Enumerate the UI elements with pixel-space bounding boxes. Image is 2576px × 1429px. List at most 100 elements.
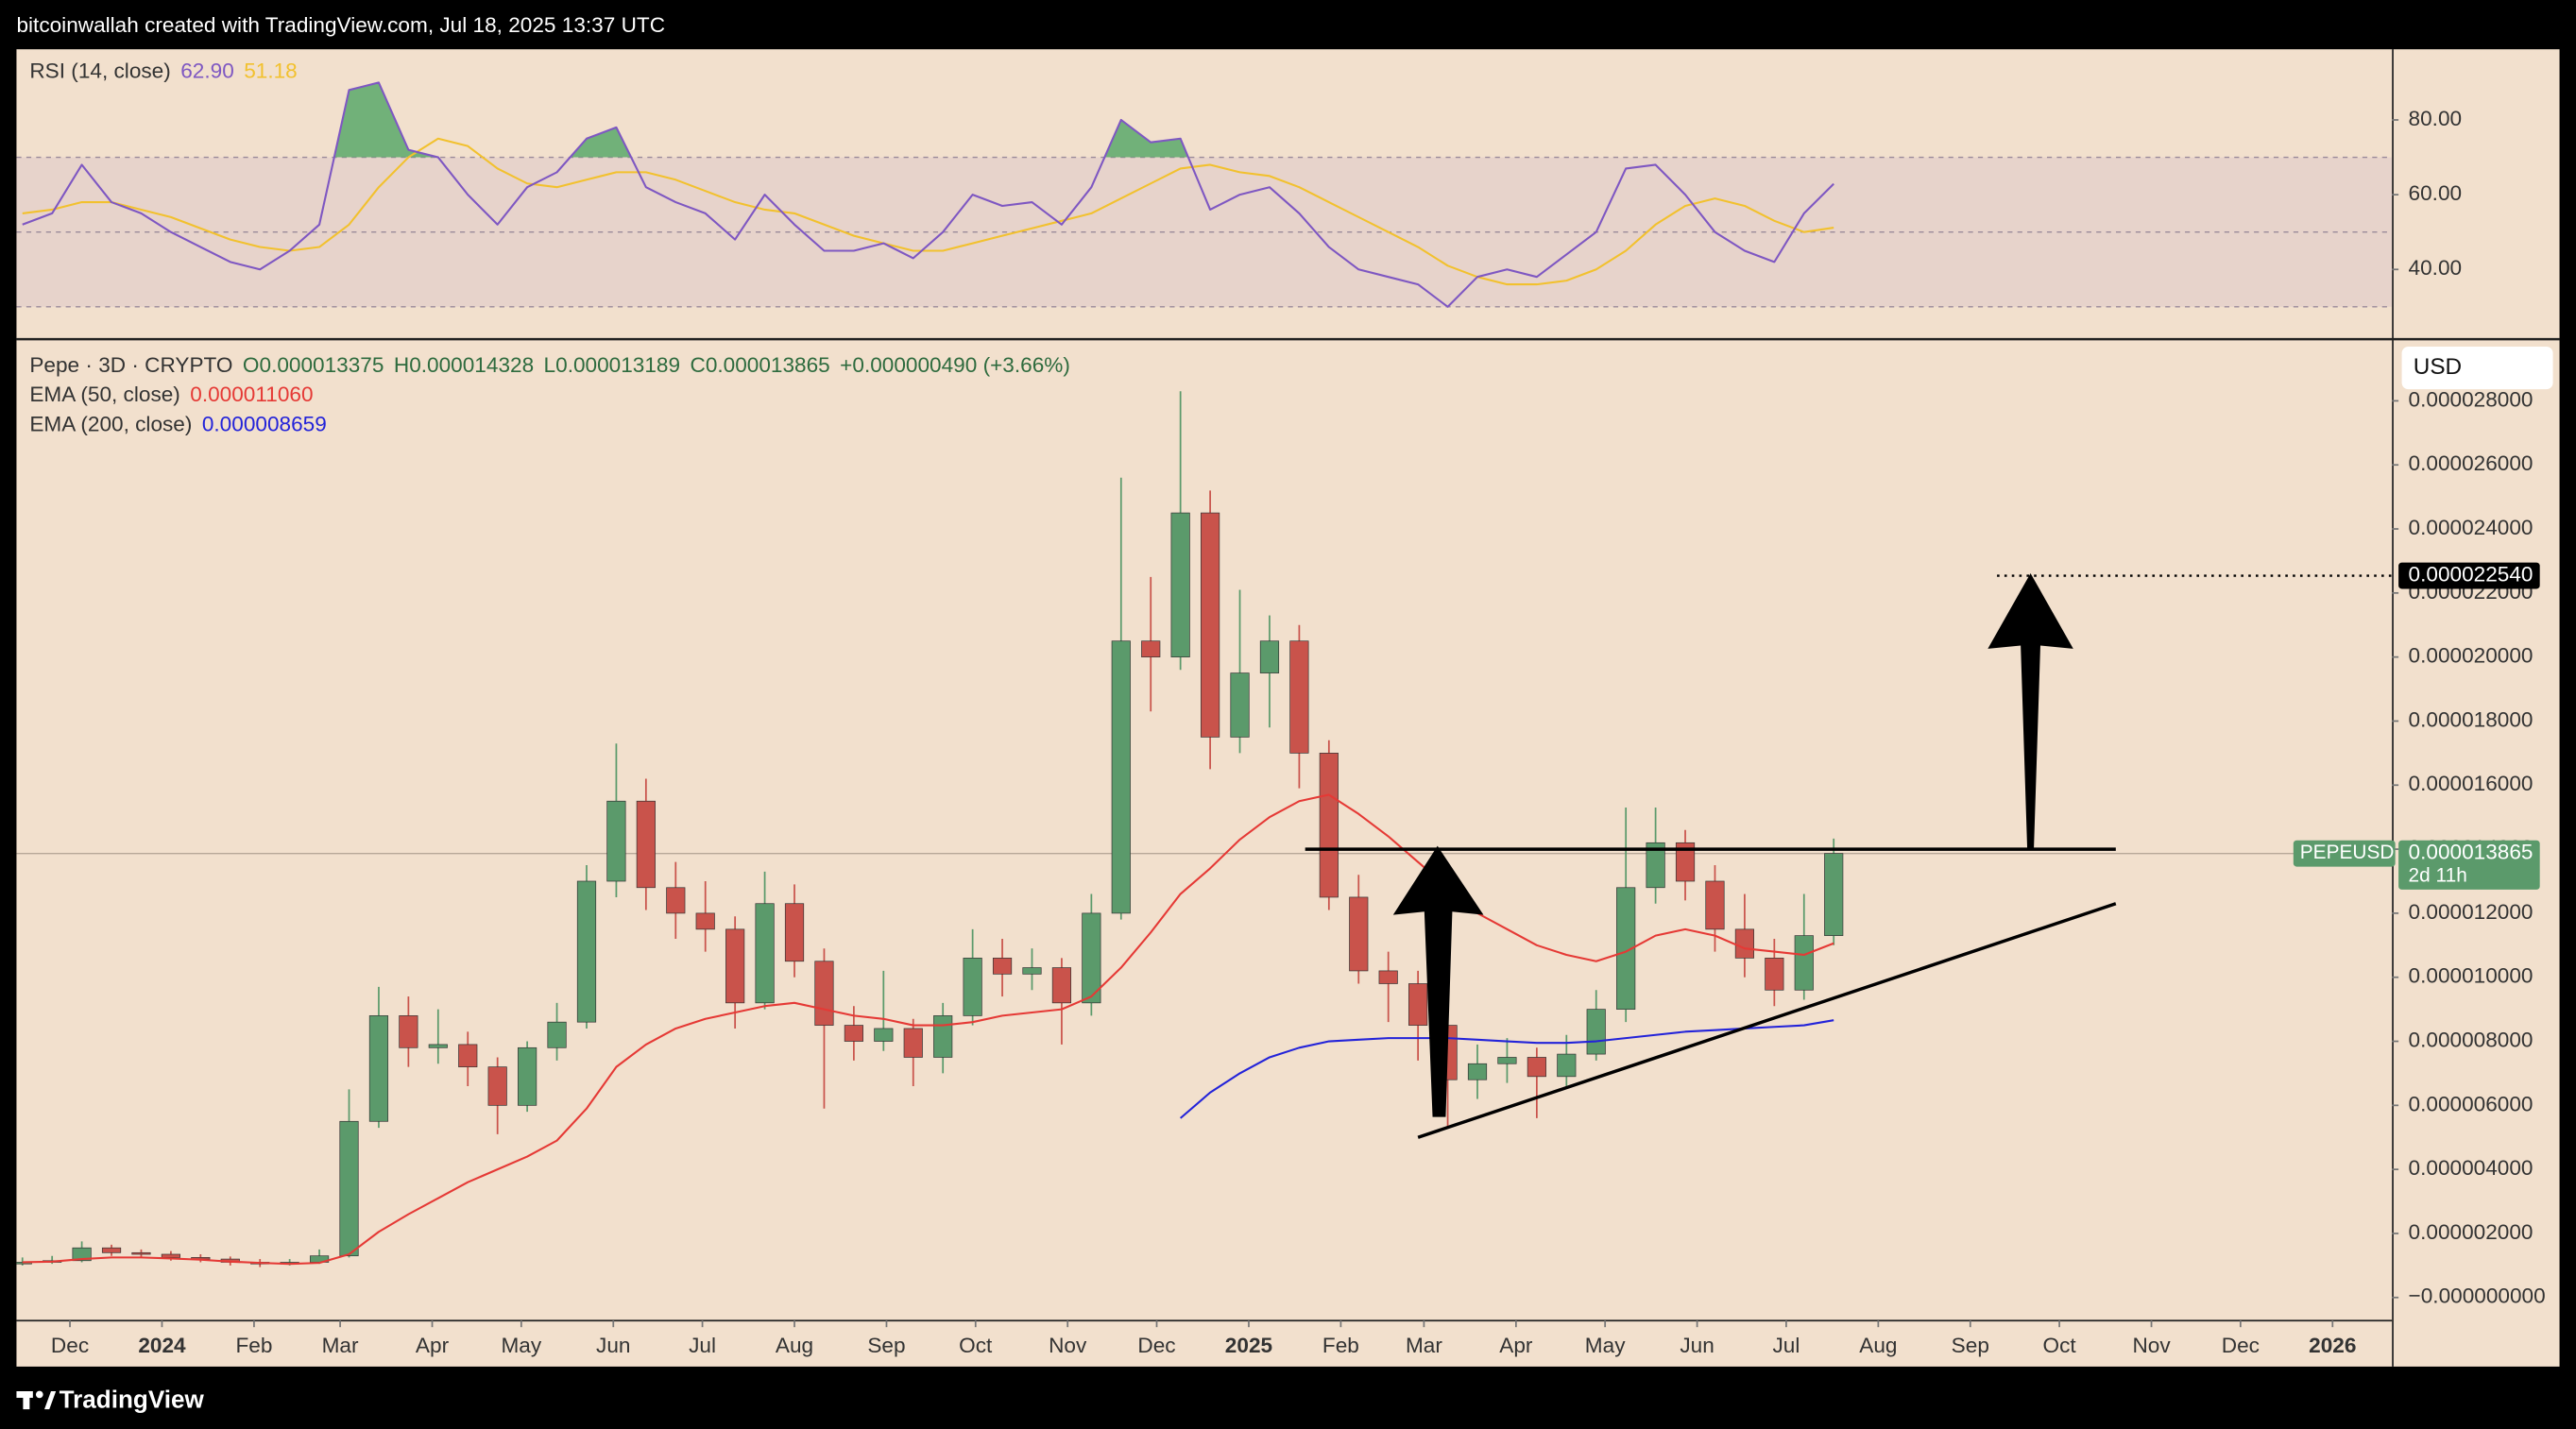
- rsi-ma-line: [22, 137, 1834, 286]
- candle-body: [1765, 958, 1784, 991]
- candle-body: [547, 1021, 567, 1048]
- candle-body: [666, 887, 686, 914]
- y-tick-label: 80.00: [2409, 107, 2463, 130]
- candle-body: [1170, 512, 1190, 658]
- candle-body: [368, 1015, 389, 1122]
- rsi-overbought-fill: [22, 82, 1834, 158]
- candle-body: [606, 800, 626, 882]
- x-tick-label: Jun: [1680, 1334, 1714, 1357]
- axes: Dec 2024 Feb Mar Apr May Jun Jul Aug Sep Oct Nov Dec…: [51, 107, 2553, 1357]
- arrow-up: [1392, 845, 1484, 1117]
- y-tick-label: 0.000026000: [2409, 451, 2533, 475]
- x-tick-label: May: [501, 1334, 541, 1357]
- arrow-up: [1987, 572, 2073, 850]
- trend-line: [1417, 902, 2117, 1139]
- y-tick-label: 0.000010000: [2409, 964, 2533, 988]
- brand-logo: [16, 1390, 57, 1410]
- rsi-value: 62.90: [180, 59, 234, 82]
- candle-body: [695, 912, 715, 930]
- candle-body: [814, 961, 834, 1026]
- candle-body: [725, 928, 745, 1004]
- ohlc-value: C0.000013865: [691, 353, 830, 377]
- candle-body: [784, 903, 805, 962]
- candle-body: [1557, 1053, 1577, 1078]
- candle-body: [1141, 640, 1161, 658]
- candle-body: [1824, 853, 1844, 936]
- candle-body: [844, 1025, 863, 1042]
- candle-body: [1705, 880, 1725, 930]
- attribution: bitcoinwallah created with TradingView.c…: [16, 13, 665, 37]
- y-tick-label: 0.000028000: [2409, 387, 2533, 411]
- x-tick-label: Jul: [1772, 1334, 1800, 1357]
- x-tick-label: 2025: [1225, 1334, 1272, 1357]
- x-tick-label: Dec: [1137, 1334, 1175, 1357]
- symbol-label: PEPEUSD: [2300, 842, 2395, 863]
- x-tick-label: Nov: [2132, 1334, 2171, 1357]
- candle-body: [963, 958, 982, 1016]
- ema-line: [1179, 1019, 1834, 1119]
- legend-entry: EMA (200, close): [29, 412, 192, 435]
- price-label: 0.000013865: [2409, 841, 2533, 864]
- x-tick-label: Sep: [1952, 1334, 1989, 1357]
- y-tick-label: 0.000020000: [2409, 644, 2533, 668]
- candle-body: [933, 1015, 953, 1058]
- x-tick-label: 2026: [2309, 1334, 2356, 1357]
- ohlc-value: O0.000013375: [243, 353, 384, 377]
- candle-body: [1408, 983, 1428, 1026]
- currency-box: [2401, 346, 2553, 390]
- x-tick-label: Apr: [416, 1334, 450, 1357]
- candle-body: [1289, 640, 1309, 754]
- candle-body: [1349, 896, 1369, 972]
- legend-entry: EMA (50, close): [29, 383, 179, 406]
- candle-body: [487, 1066, 507, 1106]
- y-tick-label: 60.00: [2409, 181, 2463, 205]
- candle-body: [101, 1247, 122, 1253]
- x-tick-label: Jul: [689, 1334, 716, 1357]
- x-tick-label: Jun: [596, 1334, 630, 1357]
- candle-body: [161, 1253, 181, 1258]
- candle-body: [1201, 512, 1220, 738]
- brand: TradingView: [60, 1385, 205, 1413]
- x-tick-label: Feb: [1322, 1334, 1359, 1357]
- candle-body: [458, 1044, 478, 1067]
- symbol-title: Pepe · 3D · CRYPTO: [29, 353, 232, 377]
- countdown-label: 2d 11h: [2409, 865, 2467, 887]
- legend-value: 0.000008659: [202, 412, 327, 435]
- x-tick-label: Aug: [776, 1334, 813, 1357]
- candle-body: [1527, 1057, 1546, 1078]
- x-tick-label: Oct: [959, 1334, 993, 1357]
- candle-body: [1319, 753, 1339, 898]
- candle-body: [1230, 672, 1250, 738]
- y-tick-label: 0.000006000: [2409, 1092, 2533, 1115]
- x-tick-label: Dec: [51, 1334, 89, 1357]
- x-tick-label: Oct: [2043, 1334, 2077, 1357]
- legends: RSI (14, close) 62.90 51.18 Pepe · 3D · CRY…: [29, 59, 1070, 435]
- x-tick-label: Aug: [1859, 1334, 1897, 1357]
- x-tick-label: Mar: [322, 1334, 359, 1357]
- candle-body: [1616, 887, 1636, 1010]
- candle-body: [428, 1044, 448, 1048]
- candle-body: [131, 1251, 151, 1255]
- y-tick-label: 0.000008000: [2409, 1028, 2533, 1051]
- rsi-title: RSI (14, close): [29, 59, 170, 82]
- y-tick-label: −0.000000000: [2409, 1284, 2546, 1308]
- target-label-box: [2398, 562, 2540, 589]
- x-tick-label: Mar: [1406, 1334, 1442, 1357]
- chart-background: [16, 49, 2560, 1367]
- y-tick-label: 0.000012000: [2409, 900, 2533, 924]
- x-tick-label: Apr: [1499, 1334, 1533, 1357]
- candle-body: [72, 1247, 92, 1262]
- candle-body: [1378, 970, 1398, 984]
- y-tick-label: 0.000016000: [2409, 772, 2533, 795]
- currency-label: USD: [2414, 354, 2462, 380]
- rsi-line: [22, 81, 1834, 308]
- annotation-arrows: [1392, 572, 2073, 1117]
- candle-body: [992, 958, 1013, 975]
- y-tick-label: 0.000002000: [2409, 1220, 2533, 1244]
- candle-body: [339, 1120, 359, 1257]
- candle-body: [1051, 967, 1072, 1004]
- y-tick-label: 0.000018000: [2409, 707, 2533, 731]
- candle-body: [903, 1028, 923, 1058]
